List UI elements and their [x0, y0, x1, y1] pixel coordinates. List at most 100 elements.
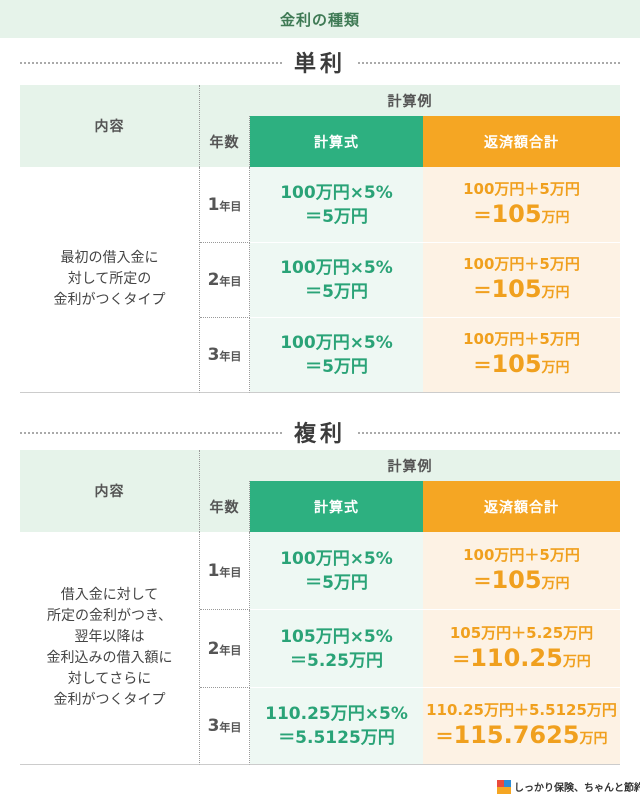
- year-cell: 1年目: [200, 167, 250, 243]
- formula-header-text: 計算式: [314, 499, 359, 516]
- total-cell: 100万円＋5万円 ＝105万円: [423, 318, 620, 393]
- formula-cell: 100万円×5% ＝5万円: [250, 167, 423, 243]
- description-line: 金利がつくタイプ: [53, 292, 166, 308]
- total-result: ＝105万円: [473, 275, 569, 307]
- year-cell: 2年目: [200, 243, 250, 318]
- formula-line: ＝5万円: [305, 357, 368, 377]
- total-line: 100万円＋5万円: [463, 255, 580, 273]
- total-cell: 105万円＋5.25万円 ＝110.25万円: [423, 610, 620, 688]
- total-amount: 105: [491, 199, 542, 228]
- total-cell: 100万円＋5万円 ＝105万円: [423, 167, 620, 243]
- year-num: 1: [207, 560, 220, 581]
- formula-cell: 100万円×5% ＝5万円: [250, 318, 423, 393]
- total-cell: 110.25万円＋5.5125万円 ＝115.7625万円: [423, 688, 620, 765]
- total-line: 105万円＋5.25万円: [449, 623, 594, 642]
- formula-line: ＝5万円: [305, 206, 368, 227]
- formula-cell: 100万円×5% ＝5万円: [250, 532, 423, 610]
- formula-line: 100万円×5%: [280, 258, 393, 278]
- year-num: 1: [207, 194, 220, 215]
- formula-header: 計算式: [250, 116, 423, 167]
- header-bar: 金利の種類: [0, 0, 640, 38]
- total-header-text: 返済額合計: [484, 499, 559, 516]
- year-header: 年数: [200, 481, 250, 532]
- formula-cell: 100万円×5% ＝5万円: [250, 243, 423, 318]
- total-unit: 万円: [541, 575, 570, 592]
- total-unit: 万円: [541, 209, 570, 226]
- total-amount: 105: [491, 275, 542, 303]
- total-prefix: ＝: [473, 356, 492, 377]
- section-title-box: 単利: [282, 46, 358, 78]
- total-result: ＝110.25万円: [452, 644, 591, 676]
- total-line: 100万円＋5万円: [463, 330, 580, 348]
- description-line: 対してさらに: [67, 671, 152, 687]
- header-title: 金利の種類: [279, 10, 360, 29]
- formula-line: 100万円×5%: [280, 548, 393, 569]
- year-cell: 2年目: [200, 610, 250, 688]
- total-result: ＝105万円: [473, 200, 569, 232]
- example-header-text: 計算例: [387, 458, 433, 475]
- year-num: 3: [207, 345, 220, 365]
- total-amount: 105: [491, 350, 542, 378]
- content-header: 内容: [20, 450, 200, 532]
- year-label: 2年目: [208, 270, 242, 290]
- formula-line: 110.25万円×5%: [265, 704, 408, 724]
- total-unit: 万円: [541, 285, 570, 301]
- description-line: 金利がつくタイプ: [53, 692, 166, 708]
- description-line: 対して所定の: [67, 271, 152, 287]
- year-num: 2: [207, 638, 220, 659]
- formula-line: 100万円×5%: [280, 333, 393, 353]
- year-unit: 年目: [219, 721, 242, 734]
- total-prefix: ＝: [473, 281, 492, 302]
- total-prefix: ＝: [473, 571, 492, 593]
- year-label: 3年目: [208, 716, 242, 736]
- total-prefix: ＝: [452, 649, 471, 671]
- total-header: 返済額合計: [423, 481, 620, 532]
- year-num: 2: [207, 270, 220, 290]
- year-label: 1年目: [208, 195, 242, 215]
- total-amount: 110.25: [470, 643, 563, 672]
- dotted-rule: [20, 62, 282, 64]
- example-header: 計算例: [200, 85, 620, 116]
- total-line: 110.25万円＋5.5125万円: [426, 701, 617, 719]
- description-cell: 最初の借入金に 対して所定の 金利がつくタイプ: [20, 167, 200, 393]
- example-header: 計算例: [200, 450, 620, 481]
- formula-cell: 110.25万円×5% ＝5.5125万円: [250, 688, 423, 765]
- total-unit: 万円: [579, 731, 608, 747]
- formula-line: ＝5万円: [305, 282, 368, 302]
- total-header-text: 返済額合計: [484, 134, 559, 151]
- dotted-rule: [358, 62, 620, 64]
- total-result: ＝105万円: [473, 566, 569, 598]
- footer-logo: しっかり保険、ちゃんと節約。: [514, 779, 640, 795]
- formula-line: ＝5.25万円: [290, 650, 383, 671]
- total-amount: 105: [491, 565, 542, 594]
- formula-line: ＝5.5125万円: [278, 728, 395, 748]
- formula-line: ＝5万円: [305, 572, 368, 593]
- footer-logo-text: しっかり保険、ちゃんと節約。: [514, 783, 640, 794]
- formula-header: 計算式: [250, 481, 423, 532]
- section-title: 単利: [293, 52, 346, 77]
- formula-cell: 105万円×5% ＝5.25万円: [250, 610, 423, 688]
- dotted-rule: [358, 432, 620, 434]
- year-label: 1年目: [208, 561, 242, 581]
- year-label: 3年目: [208, 345, 242, 365]
- total-result: ＝115.7625万円: [435, 721, 607, 753]
- content-header: 内容: [20, 85, 200, 167]
- year-cell: 3年目: [200, 688, 250, 765]
- total-cell: 100万円＋5万円 ＝105万円: [423, 243, 620, 318]
- description-line: 借入金に対して: [60, 587, 159, 603]
- description-line: 最初の借入金に: [60, 250, 159, 266]
- year-unit: 年目: [219, 643, 242, 657]
- description-line: 所定の金利がつき、: [46, 608, 173, 624]
- section-title: 複利: [293, 422, 346, 447]
- content-header-text: 内容: [94, 484, 125, 500]
- total-cell: 100万円＋5万円 ＝105万円: [423, 532, 620, 610]
- total-prefix: ＝: [435, 727, 454, 748]
- description-line: 金利込みの借入額に: [46, 650, 173, 666]
- logo-icon-b: [504, 780, 511, 787]
- formula-line: 100万円×5%: [280, 182, 393, 203]
- total-line: 100万円＋5万円: [463, 179, 580, 198]
- total-unit: 万円: [541, 360, 570, 376]
- year-unit: 年目: [219, 275, 242, 288]
- year-header-text: 年数: [209, 134, 240, 151]
